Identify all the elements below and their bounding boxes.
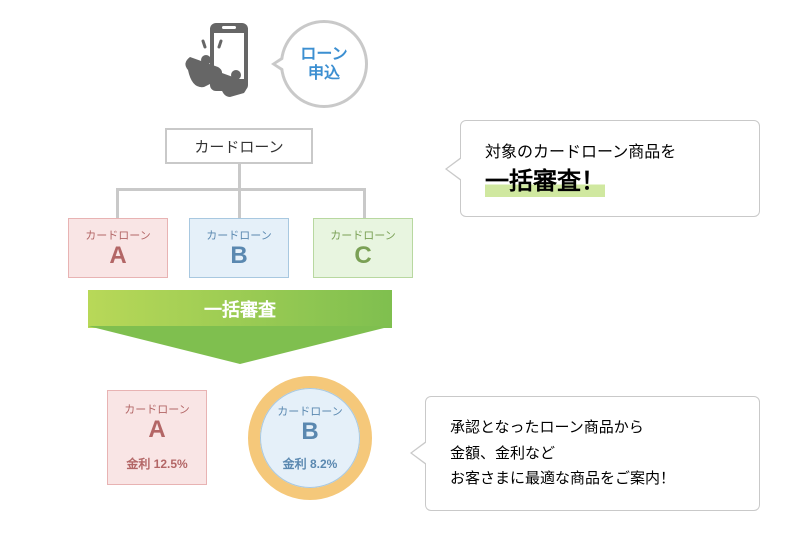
connector-line bbox=[238, 164, 241, 188]
result-card-b: カードローン B 金利 8.2% bbox=[260, 388, 360, 488]
root-box-cardloan: カードローン bbox=[165, 128, 313, 164]
card-b-letter: B bbox=[190, 243, 288, 269]
card-c-letter: C bbox=[314, 243, 412, 269]
connector-line bbox=[238, 188, 241, 218]
callout1-highlight: 一括審査！ bbox=[485, 166, 605, 197]
result-a-label: カードローン bbox=[108, 401, 206, 417]
root-label: カードローン bbox=[194, 136, 283, 157]
result-b-letter: B bbox=[261, 419, 359, 445]
loan-card-c: カードローン C bbox=[313, 218, 413, 278]
loan-card-a: カードローン A bbox=[68, 218, 168, 278]
loan-card-b: カードローン B bbox=[189, 218, 289, 278]
connector-line bbox=[116, 188, 366, 191]
bubble-line2: 申込 bbox=[308, 65, 340, 82]
banner-text: 一括審査 bbox=[204, 296, 276, 322]
result-a-letter: A bbox=[108, 417, 206, 443]
phone-hands-icon bbox=[170, 15, 270, 115]
arrow-down-icon bbox=[88, 326, 392, 364]
result-b-rate: 金利 8.2% bbox=[261, 455, 359, 472]
card-b-label: カードローン bbox=[190, 227, 288, 243]
callout2-line2: 金額、金利など bbox=[450, 441, 735, 467]
callout-top: 対象のカードローン商品を 一括審査！ bbox=[460, 120, 760, 217]
bubble-line1: ローン bbox=[300, 46, 347, 63]
speech-bubble-loan-apply: ローン 申込 bbox=[280, 20, 368, 108]
callout-bottom: 承認となったローン商品から 金額、金利など お客さまに最適な商品をご案内！ bbox=[425, 396, 760, 511]
callout2-line3: お客さまに最適な商品をご案内！ bbox=[450, 466, 735, 492]
connector-line bbox=[363, 188, 366, 218]
result-a-rate: 金利 12.5% bbox=[108, 455, 206, 472]
card-c-label: カードローン bbox=[314, 227, 412, 243]
connector-line bbox=[116, 188, 119, 218]
result-card-a: カードローン A 金利 12.5% bbox=[107, 390, 207, 485]
card-a-letter: A bbox=[69, 243, 167, 269]
card-a-label: カードローン bbox=[69, 227, 167, 243]
callout2-line1: 承認となったローン商品から bbox=[450, 415, 735, 441]
callout1-line1: 対象のカードローン商品を bbox=[485, 139, 735, 166]
result-b-label: カードローン bbox=[261, 403, 359, 419]
banner-ikkatsu: 一括審査 bbox=[88, 290, 392, 328]
